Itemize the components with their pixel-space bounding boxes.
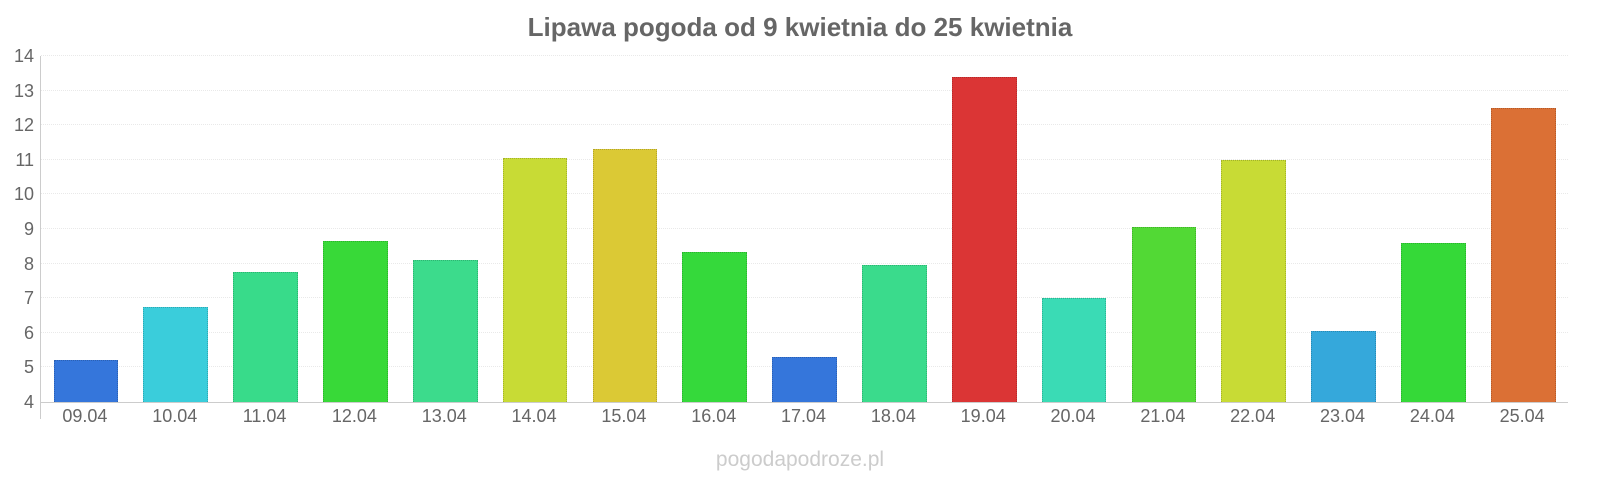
bar-slot: [490, 56, 580, 402]
x-tick-label: 12.04: [331, 406, 377, 426]
bar-12.04[interactable]: [323, 241, 388, 402]
x-tick-label: 17.04: [781, 406, 827, 426]
y-tick-label: 7: [23, 288, 34, 309]
bar-slot: [1119, 56, 1209, 402]
x-tick-label: 16.04: [691, 406, 737, 426]
bar-21.04[interactable]: [1131, 227, 1197, 402]
bar-slot: [670, 56, 760, 402]
y-axis: 4 5 6 7 8 9 10 11 12 13 14: [0, 47, 34, 411]
bar-17.04[interactable]: [772, 357, 837, 402]
y-tick-label: 14: [13, 46, 34, 66]
bar-slot: [41, 56, 131, 402]
bar-09.04[interactable]: [53, 360, 119, 402]
bar-14.04[interactable]: [502, 158, 568, 402]
bar-slot: [1388, 56, 1478, 402]
x-tick-label: 10.04: [152, 406, 198, 426]
x-tick-label: 25.04: [1499, 406, 1545, 426]
x-tick-label: 14.04: [511, 406, 557, 426]
gridline: [41, 297, 1568, 299]
x-tick-label: 23.04: [1319, 406, 1366, 426]
x-tick-label: 24.04: [1409, 406, 1455, 426]
bar-slot: [939, 56, 1029, 402]
bar-slot: [849, 56, 939, 402]
gridline: [41, 55, 1568, 56]
gridline: [41, 193, 1568, 195]
bar-20.04[interactable]: [1041, 298, 1107, 402]
bars-container: [41, 56, 1568, 402]
gridline: [41, 124, 1568, 126]
x-tick-label: 22.04: [1230, 406, 1276, 426]
y-tick-label: 13: [13, 80, 34, 101]
bar-19.04[interactable]: [951, 76, 1017, 402]
bar-16.04[interactable]: [682, 251, 748, 402]
plot-area: [40, 55, 1568, 419]
x-axis: 09.04 10.04 11.04 12.04 13.04 14.04 15.04 16.04…: [40, 406, 1567, 427]
x-tick-label: 09.04: [62, 406, 108, 426]
bar-slot: [580, 56, 670, 402]
watermark: pogodapodroze.pl: [715, 448, 885, 471]
y-tick-label: 8: [23, 253, 34, 274]
bar-slot: [221, 56, 311, 402]
gridline: [41, 158, 1568, 160]
bar-slot: [1299, 56, 1389, 402]
x-tick-label: 19.04: [960, 406, 1006, 426]
bar-slot: [1209, 56, 1299, 402]
bar-11.04[interactable]: [233, 272, 298, 402]
bar-slot: [1478, 56, 1568, 402]
x-tick-label: 21.04: [1140, 406, 1186, 426]
bar-24.04[interactable]: [1401, 242, 1466, 402]
y-axis-tick: [40, 403, 41, 419]
x-tick-label: 18.04: [870, 406, 916, 426]
y-tick-label: 11: [15, 149, 34, 170]
bar-slot: [310, 56, 400, 402]
bar-25.04[interactable]: [1490, 107, 1556, 402]
gridline: [41, 228, 1568, 229]
bar-18.04[interactable]: [862, 265, 927, 402]
x-tick-label: 20.04: [1050, 406, 1096, 426]
bar-slot: [400, 56, 490, 402]
y-tick-label: 12: [13, 115, 34, 136]
bar-22.04[interactable]: [1221, 159, 1287, 402]
y-tick-label: 9: [23, 219, 34, 239]
y-tick-label: 10: [13, 184, 34, 205]
bar-slot: [131, 56, 221, 402]
y-tick-label: 6: [23, 322, 34, 343]
chart-title: Lipawa pogoda od 9 kwietnia do 25 kwietn…: [527, 12, 1073, 42]
bar-10.04[interactable]: [143, 306, 209, 402]
y-tick-label: 4: [23, 392, 34, 412]
x-tick-label: 15.04: [601, 406, 647, 426]
x-tick-label: 13.04: [421, 406, 467, 426]
x-tick-label: 11.04: [242, 406, 287, 426]
gridline: [41, 262, 1568, 264]
bar-13.04[interactable]: [412, 260, 478, 402]
bar-slot: [1029, 56, 1119, 402]
bar-slot: [760, 56, 850, 402]
y-tick-label: 5: [23, 357, 34, 378]
gridline: [41, 331, 1568, 333]
bar-23.04[interactable]: [1311, 331, 1376, 402]
gridline: [41, 89, 1568, 91]
bar-15.04[interactable]: [592, 149, 658, 402]
